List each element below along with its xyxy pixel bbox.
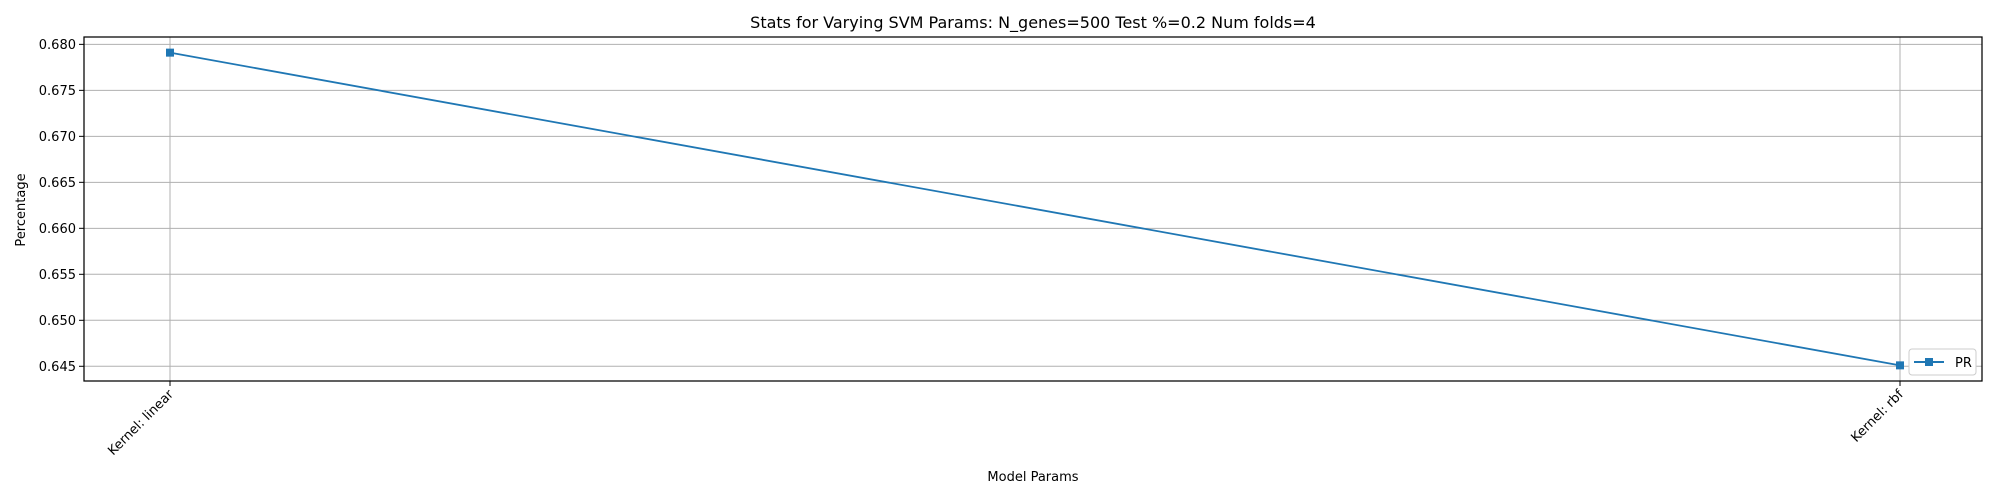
series-lines bbox=[169, 51, 1901, 367]
y-tick-label: 0.655 bbox=[39, 268, 76, 283]
y-tick-label: 0.645 bbox=[39, 360, 76, 375]
y-tick-label: 0.660 bbox=[39, 222, 76, 237]
y-axis: 0.645 0.650 0.655 0.660 0.665 0.670 0.675 0.680 bbox=[39, 38, 84, 375]
x-tick-label: Kernel: linear bbox=[105, 387, 177, 459]
y-tick-label: 0.670 bbox=[39, 130, 76, 145]
grid bbox=[84, 37, 1982, 381]
x-tick-label: Kernel: rbf bbox=[1848, 387, 1907, 446]
data-point-pr bbox=[166, 48, 174, 57]
y-tick-label: 0.680 bbox=[39, 38, 76, 53]
y-tick-label: 0.675 bbox=[39, 84, 76, 99]
x-axis: Kernel: linear Kernel: rbf bbox=[105, 381, 1907, 459]
y-axis-label: Percentage bbox=[14, 173, 29, 246]
data-point-pr bbox=[1896, 361, 1904, 370]
plot-frame bbox=[83, 36, 1983, 382]
series-markers bbox=[166, 48, 1904, 370]
legend: PR bbox=[1908, 348, 1977, 376]
series-line-pr bbox=[169, 51, 1901, 367]
y-tick-label: 0.650 bbox=[39, 314, 76, 329]
y-tick-label: 0.665 bbox=[39, 176, 76, 191]
legend-label-pr: PR bbox=[1955, 356, 1972, 371]
legend-marker-pr bbox=[1925, 358, 1933, 366]
chart-title: Stats for Varying SVM Params: N_genes=50… bbox=[750, 13, 1316, 33]
x-axis-label: Model Params bbox=[987, 470, 1078, 485]
